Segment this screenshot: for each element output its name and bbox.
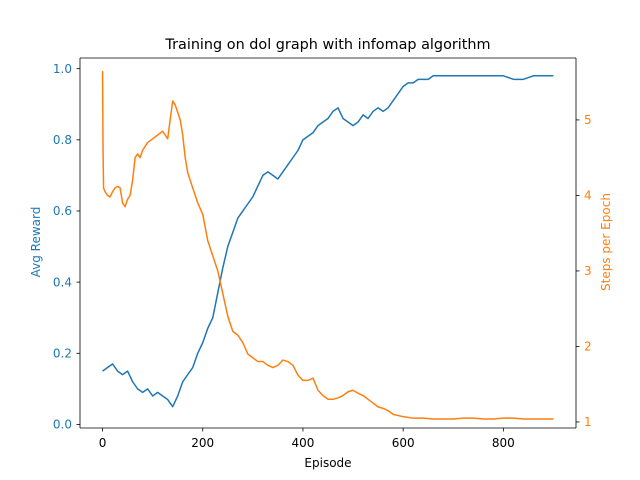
y-right-tick-label: 5 <box>584 113 592 127</box>
y-axis-left-label: Avg Reward <box>29 207 43 278</box>
series-layer <box>101 70 554 420</box>
series-line-steps-per-epoch <box>101 70 554 420</box>
y-axis-right-label: Steps per Epoch <box>599 193 613 291</box>
x-tick-label: 800 <box>492 436 515 450</box>
chart-title: Training on dol graph with infomap algor… <box>164 37 490 53</box>
y-right-tick-label: 1 <box>584 415 592 429</box>
x-axis-label: Episode <box>304 456 351 470</box>
x-tick-label: 600 <box>392 436 415 450</box>
y-left-tick-label: 0.6 <box>53 204 72 218</box>
x-tick-label: 0 <box>99 436 107 450</box>
y-right-tick-label: 3 <box>584 264 592 278</box>
y-right-tick-label: 4 <box>584 189 592 203</box>
y-left-tick-label: 0.8 <box>53 133 72 147</box>
y-left-tick-label: 1.0 <box>53 62 72 76</box>
x-tick-label: 200 <box>191 436 214 450</box>
x-tick-label: 400 <box>291 436 314 450</box>
series-line-avg-reward <box>102 75 554 408</box>
y-left-tick-label: 0.4 <box>53 275 72 289</box>
y-left-tick-label: 0.2 <box>53 346 72 360</box>
y-left-tick-label: 0.0 <box>53 418 72 432</box>
y-right-tick-label: 2 <box>584 340 592 354</box>
ticks-layer: 0 200 400 600 800 0.0 0.2 0.4 0.6 0.8 1.0 1 2 3 4 5 <box>53 62 592 450</box>
